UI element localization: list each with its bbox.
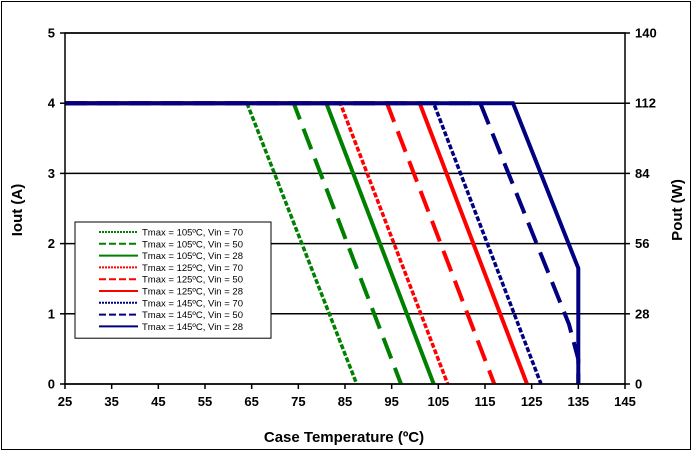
y2-tick-label: 28 <box>635 306 649 321</box>
legend-label: Tmax = 105ºC, Vin = 70 <box>142 228 243 239</box>
y2-tick-label: 56 <box>635 236 649 251</box>
legend-label: Tmax = 125ºC, Vin = 50 <box>142 275 243 286</box>
legend-box <box>74 221 272 339</box>
legend-label: Tmax = 105ºC, Vin = 50 <box>142 239 243 250</box>
y2-tick-label: 0 <box>635 377 642 392</box>
axes-layer: 0 0 1 28 2 56 3 84 4 112 5 140 25 35 45 55 65 75 85 95 105 11… <box>48 26 657 410</box>
x-tick-label: 105 <box>427 394 449 409</box>
plot-area-border <box>64 32 626 385</box>
legend-label: Tmax = 145ºC, Vin = 70 <box>142 298 243 309</box>
y2-axis-title: Pout (W) <box>669 179 686 241</box>
x-tick-label: 25 <box>58 394 72 409</box>
x-tick-label: 35 <box>104 394 118 409</box>
y-axis-title: Iout (A) <box>9 184 26 236</box>
y-tick-label: 3 <box>48 166 55 181</box>
x-tick-label: 65 <box>244 394 258 409</box>
x-tick-label: 115 <box>475 394 496 409</box>
x-axis-title: Case Temperature (ºC) <box>264 429 424 446</box>
y2-tick-label: 84 <box>635 166 650 181</box>
x-tick-label: 95 <box>384 394 398 409</box>
y-tick-label: 2 <box>48 236 55 251</box>
y-tick-label: 0 <box>48 377 55 392</box>
y2-tick-label: 112 <box>635 96 656 111</box>
series-layer <box>65 101 581 385</box>
y-tick-label: 1 <box>48 306 55 321</box>
y-tick-label: 4 <box>48 96 56 111</box>
legend-label: Tmax = 105ºC, Vin = 28 <box>142 251 243 262</box>
y2-tick-label: 140 <box>635 26 657 41</box>
legend-label: Tmax = 125ºC, Vin = 70 <box>142 263 243 274</box>
legend-label: Tmax = 145ºC, Vin = 28 <box>142 322 243 333</box>
y-tick-label: 5 <box>48 26 55 41</box>
x-tick-label: 125 <box>521 394 543 409</box>
x-tick-label: 55 <box>198 394 212 409</box>
legend-label: Tmax = 145ºC, Vin = 50 <box>142 310 243 321</box>
x-tick-label: 85 <box>338 394 352 409</box>
series-line-9 <box>65 101 581 384</box>
x-tick-label: 135 <box>567 394 589 409</box>
x-tick-label: 45 <box>151 394 165 409</box>
x-tick-label: 145 <box>614 394 636 409</box>
x-tick-label: 75 <box>291 394 305 409</box>
legend-label: Tmax = 125ºC, Vin = 28 <box>142 287 243 298</box>
